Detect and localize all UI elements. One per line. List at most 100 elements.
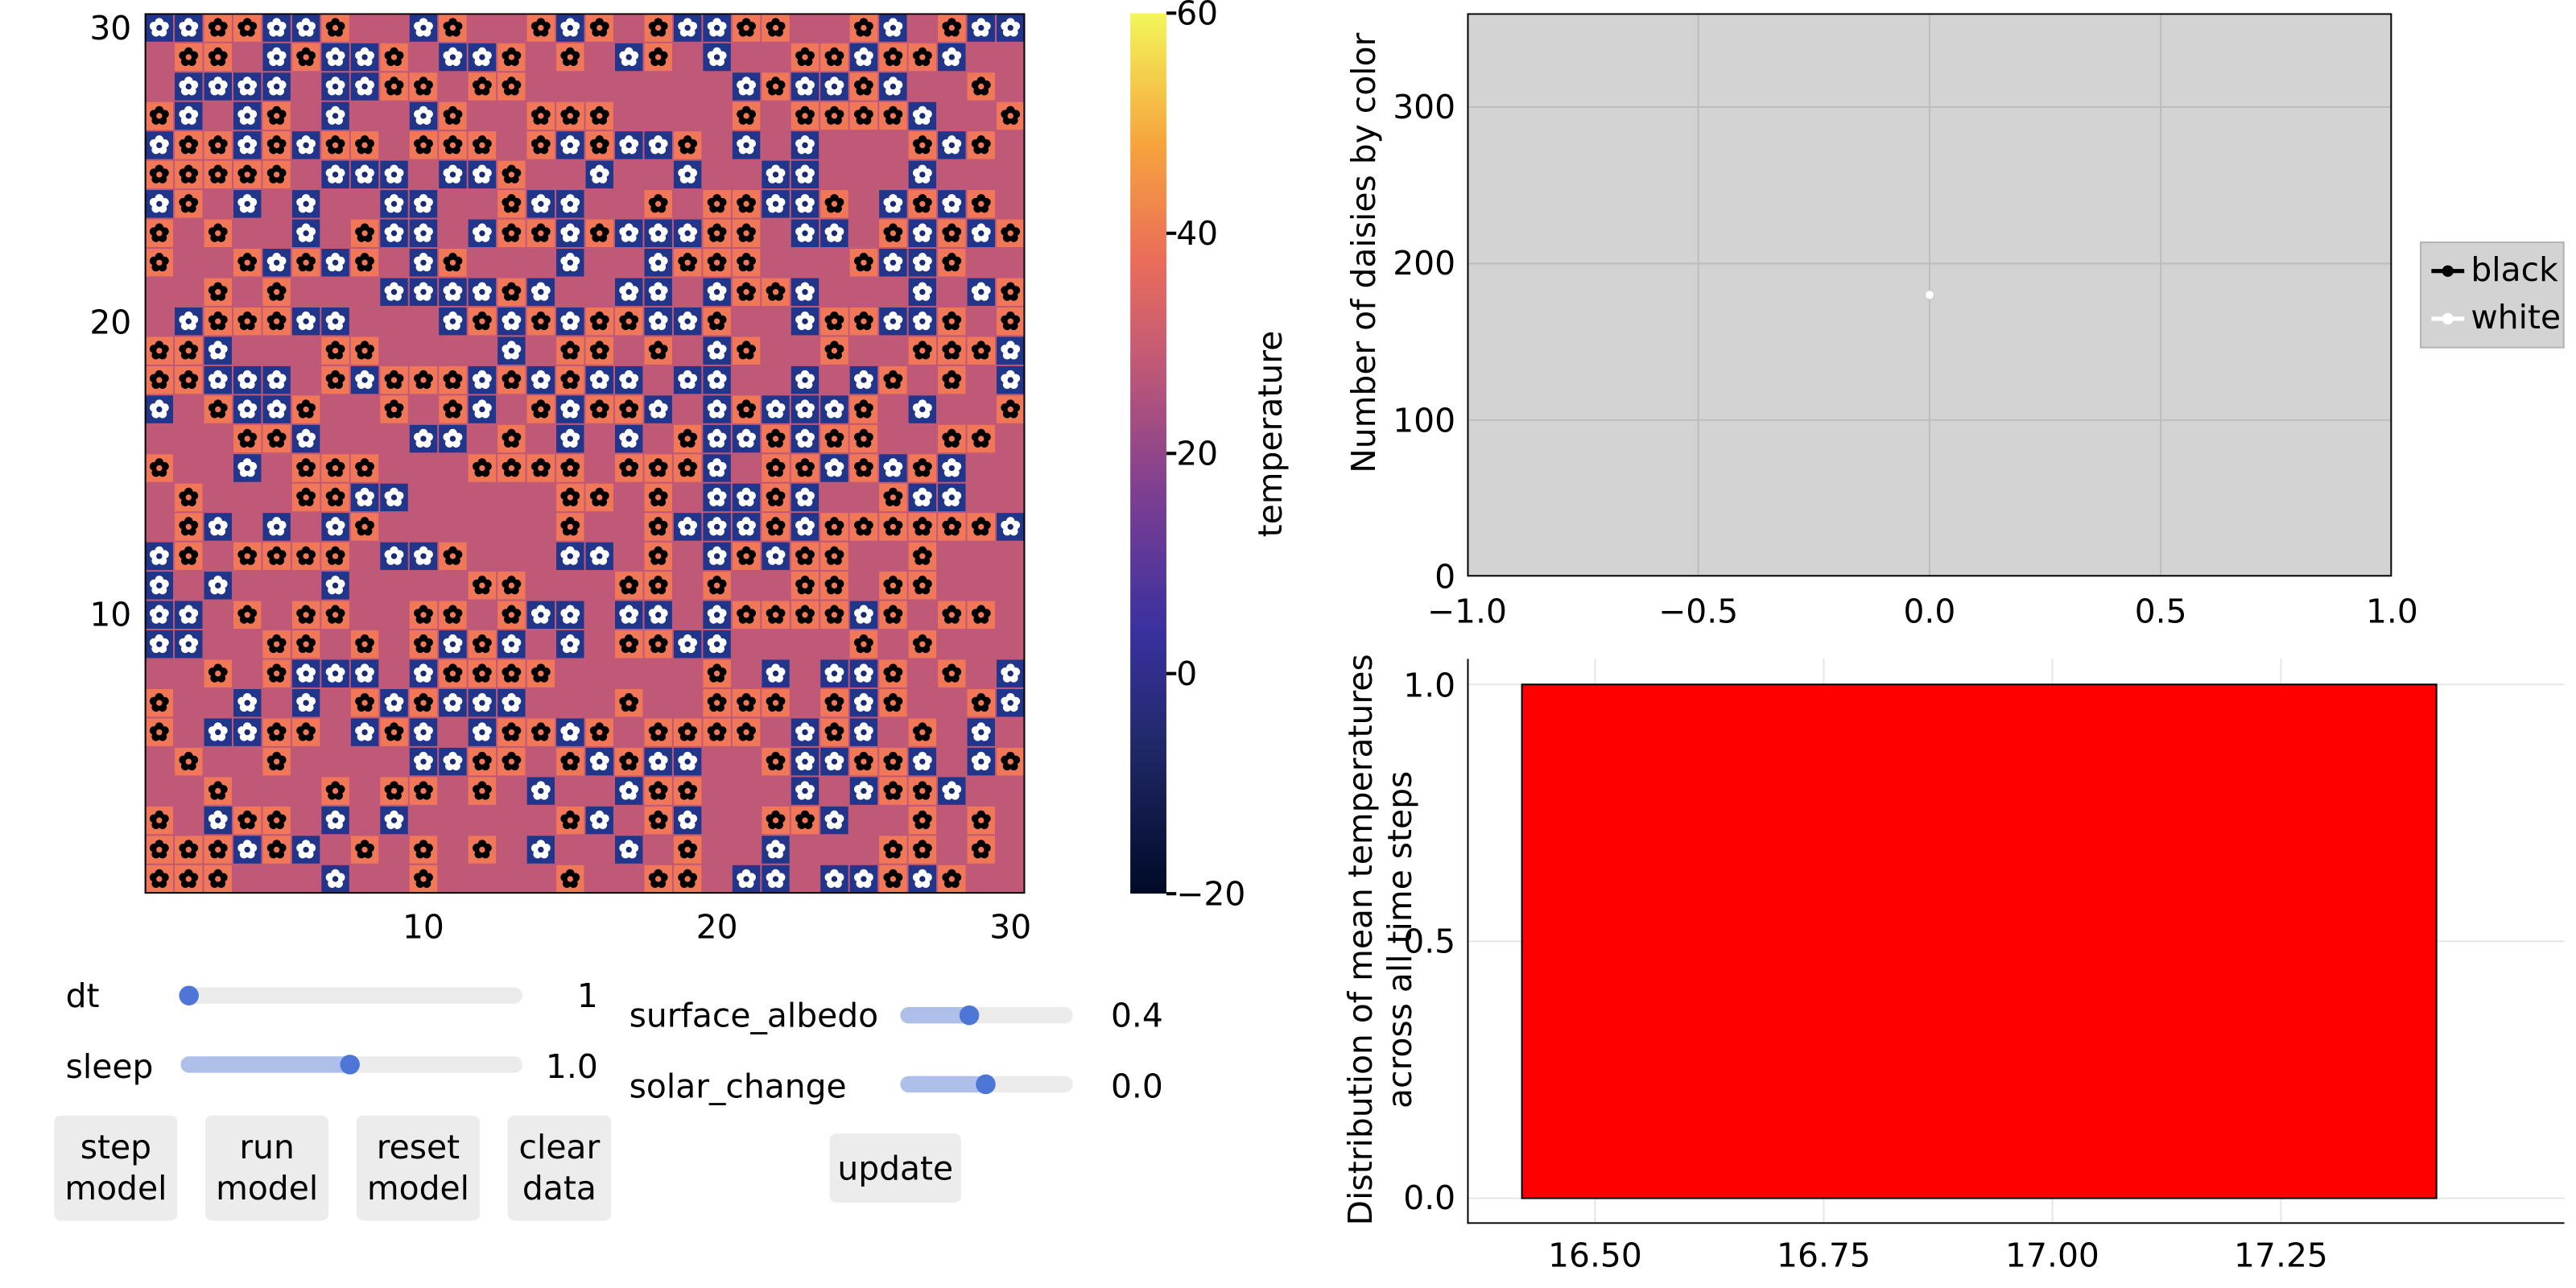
daisy-center xyxy=(449,377,456,383)
daisy-petal xyxy=(971,755,980,765)
daisy-center xyxy=(185,83,192,90)
daisy-petal xyxy=(473,638,481,647)
daisy-petal xyxy=(179,51,188,60)
daisy-petal xyxy=(707,345,716,353)
daisy-petal xyxy=(208,22,217,31)
daisy-petal xyxy=(355,491,364,501)
daisy-center xyxy=(420,289,427,295)
daisy-center xyxy=(420,846,427,853)
daisy-center xyxy=(449,612,456,618)
daisy-petal xyxy=(237,374,246,383)
daisy-petal xyxy=(325,873,335,882)
daisy-petal xyxy=(149,256,159,266)
daisy-center xyxy=(713,347,720,354)
daisy-center xyxy=(772,817,779,824)
sleep-slider-fill xyxy=(180,1056,352,1073)
daisy-center xyxy=(273,289,280,295)
hist-y-label-line2: across all time steps xyxy=(1380,770,1420,1108)
sleep-slider[interactable] xyxy=(180,1055,522,1075)
daisy-center xyxy=(831,612,838,618)
daisy-center xyxy=(978,230,985,237)
daisy-petal xyxy=(384,286,394,295)
daisy-petal xyxy=(149,227,159,236)
daisy-petal xyxy=(648,579,658,588)
daisy-center xyxy=(567,347,573,354)
daisy-center xyxy=(625,846,632,853)
daisy-center xyxy=(508,200,515,208)
daisy-petal xyxy=(473,785,481,794)
daisy-center xyxy=(772,494,779,501)
daisy-center xyxy=(390,787,398,795)
daisy-center xyxy=(597,377,603,383)
temperature-histogram xyxy=(1467,658,2565,1224)
daisy-petal xyxy=(678,520,687,530)
daisy-center xyxy=(420,436,427,442)
daisy-petal xyxy=(737,432,745,442)
step-model-button[interactable]: step model xyxy=(54,1115,178,1221)
daisy-petal xyxy=(149,462,159,471)
daisy-center xyxy=(390,406,398,413)
dt-slider-knob[interactable] xyxy=(179,985,199,1005)
daisy-center xyxy=(449,142,456,149)
daisy-petal xyxy=(737,491,745,501)
daisy-petal xyxy=(942,462,952,471)
daisy-center xyxy=(625,436,632,442)
daisy-center xyxy=(303,406,309,413)
daisy-petal xyxy=(530,197,540,207)
daisy-petal xyxy=(619,403,628,412)
daisy-center xyxy=(1007,113,1013,119)
daisy-petal xyxy=(414,785,423,794)
clear-data-button[interactable]: clear data xyxy=(507,1115,612,1221)
daisy-petal xyxy=(678,844,687,852)
reset-model-button[interactable]: reset model xyxy=(356,1115,480,1221)
daisy-petal xyxy=(707,696,716,706)
daisy-petal xyxy=(502,462,511,471)
daisy-petal xyxy=(530,403,540,412)
daisy-center xyxy=(273,377,280,383)
daisy-center xyxy=(978,846,985,853)
daisy-petal xyxy=(149,873,159,882)
daisy-petal xyxy=(502,696,511,706)
surface-albedo-slider-knob[interactable] xyxy=(959,1005,980,1026)
surface-albedo-label: surface_albedo xyxy=(629,995,879,1035)
daisy-center xyxy=(1007,406,1013,413)
run-model-button[interactable]: run model xyxy=(205,1115,329,1221)
sleep-slider-knob[interactable] xyxy=(340,1055,360,1075)
grid-x-tick: 30 xyxy=(989,906,1032,947)
daisy-petal xyxy=(942,667,952,676)
daisy-petal xyxy=(208,51,217,60)
daisy-petal xyxy=(824,873,834,882)
daisy-petal xyxy=(707,197,716,207)
daisy-center xyxy=(508,289,515,295)
solar-change-slider[interactable] xyxy=(900,1074,1073,1095)
daisy-petal xyxy=(325,814,335,824)
daisy-center xyxy=(625,641,632,647)
daisy-center xyxy=(273,54,280,60)
daisy-center xyxy=(567,553,573,559)
solar-change-slider-knob[interactable] xyxy=(976,1074,996,1095)
dt-slider[interactable] xyxy=(179,985,522,1005)
daisy-center xyxy=(244,113,250,119)
daisy-petal xyxy=(942,345,952,353)
daisy-petal xyxy=(883,579,893,588)
daisy-petal xyxy=(237,109,246,119)
daisy-center xyxy=(713,523,720,530)
daisy-center xyxy=(567,817,573,824)
daisy-center xyxy=(449,289,456,295)
daisy-center xyxy=(361,230,368,237)
daisy-petal xyxy=(648,315,658,324)
daisy-petal xyxy=(971,286,980,295)
daisy-petal xyxy=(237,814,246,824)
daisy-petal xyxy=(266,286,276,295)
daisy-center xyxy=(655,817,662,824)
daisy-center xyxy=(361,142,368,149)
update-button[interactable]: update xyxy=(829,1133,961,1203)
surface-albedo-slider[interactable] xyxy=(900,1005,1073,1026)
daisy-center xyxy=(743,113,749,119)
daisy-center xyxy=(890,24,897,31)
daisy-petal xyxy=(414,22,423,31)
daisy-petal xyxy=(883,256,893,266)
daisy-center xyxy=(332,464,339,472)
daisy-center xyxy=(948,259,955,266)
